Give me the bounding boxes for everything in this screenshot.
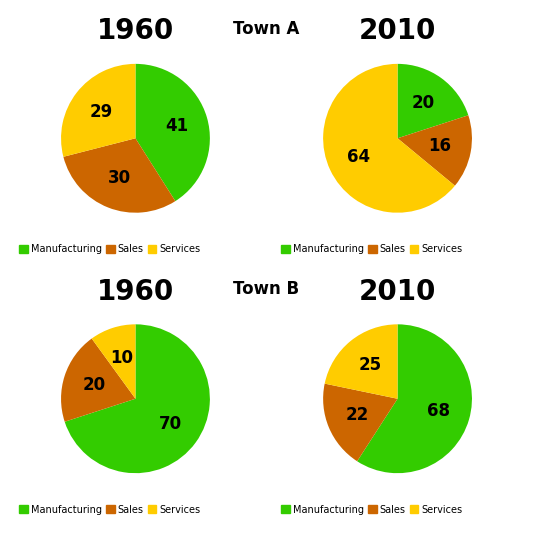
Wedge shape bbox=[63, 138, 175, 213]
Title: 1960: 1960 bbox=[97, 17, 174, 45]
Wedge shape bbox=[61, 338, 135, 422]
Legend: Manufacturing, Sales, Services: Manufacturing, Sales, Services bbox=[278, 501, 466, 518]
Text: 30: 30 bbox=[108, 169, 131, 188]
Text: 41: 41 bbox=[165, 118, 189, 135]
Wedge shape bbox=[92, 324, 135, 399]
Text: 10: 10 bbox=[111, 349, 134, 367]
Legend: Manufacturing, Sales, Services: Manufacturing, Sales, Services bbox=[278, 240, 466, 258]
Wedge shape bbox=[398, 115, 472, 186]
Title: 2010: 2010 bbox=[359, 278, 436, 306]
Wedge shape bbox=[135, 64, 210, 201]
Text: 68: 68 bbox=[427, 402, 450, 420]
Text: 29: 29 bbox=[90, 103, 113, 121]
Title: 2010: 2010 bbox=[359, 17, 436, 45]
Text: 22: 22 bbox=[346, 406, 369, 424]
Wedge shape bbox=[323, 384, 398, 461]
Text: 64: 64 bbox=[347, 147, 370, 166]
Text: 16: 16 bbox=[429, 138, 451, 156]
Wedge shape bbox=[357, 324, 472, 473]
Title: 1960: 1960 bbox=[97, 278, 174, 306]
Wedge shape bbox=[325, 324, 398, 399]
Wedge shape bbox=[323, 64, 455, 213]
Legend: Manufacturing, Sales, Services: Manufacturing, Sales, Services bbox=[15, 501, 204, 518]
Legend: Manufacturing, Sales, Services: Manufacturing, Sales, Services bbox=[15, 240, 204, 258]
Wedge shape bbox=[398, 64, 469, 138]
Wedge shape bbox=[61, 64, 135, 157]
Text: 20: 20 bbox=[411, 94, 434, 113]
Text: Town B: Town B bbox=[233, 280, 300, 298]
Text: Town A: Town A bbox=[233, 20, 300, 38]
Text: 70: 70 bbox=[159, 415, 182, 433]
Wedge shape bbox=[64, 324, 210, 473]
Text: 20: 20 bbox=[83, 376, 106, 394]
Text: 25: 25 bbox=[359, 356, 382, 374]
